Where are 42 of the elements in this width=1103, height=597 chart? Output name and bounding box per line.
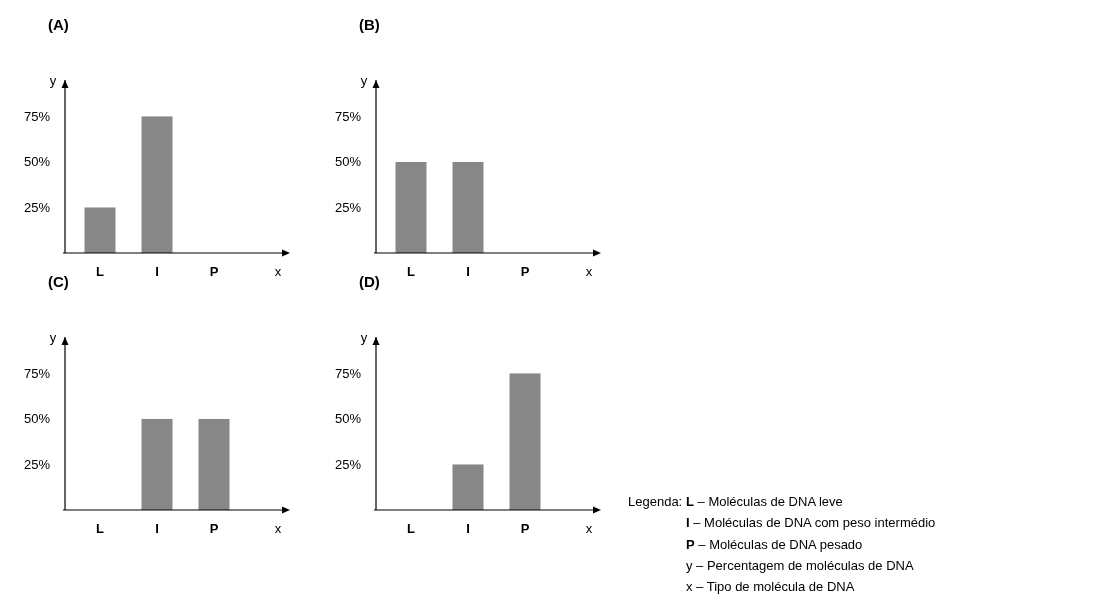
chart-title: (A) [48, 16, 69, 33]
y-tick-label: 50% [334, 411, 362, 427]
y-tick-label: 75% [23, 365, 51, 381]
y-axis-title: y [360, 330, 368, 345]
x-tick-label: L [96, 264, 105, 279]
y-axis-title: y [360, 73, 368, 88]
x-tick-label: I [155, 264, 159, 279]
y-tick-label: 75% [334, 365, 362, 381]
y-tick-label: 25% [23, 199, 51, 215]
x-axis-title: x [585, 264, 593, 279]
x-tick-label: I [466, 264, 470, 279]
y-tick-label: 50% [23, 154, 51, 170]
text: I – Moléculas de DNA com peso intermédio [686, 515, 936, 531]
y-tick-label: 50% [23, 411, 51, 427]
chart-title: (B) [359, 16, 380, 33]
chart-title: (C) [48, 273, 69, 290]
x-tick-label: P [520, 264, 530, 279]
y-axis-title: y [49, 73, 57, 88]
text: L – Moléculas de DNA leve [686, 494, 843, 509]
x-tick-label: L [407, 264, 416, 279]
text: P – Moléculas de DNA pesado [686, 536, 863, 552]
y-tick-label: 25% [334, 456, 362, 472]
y-tick-label: 25% [23, 456, 51, 472]
x-tick-label: P [209, 521, 219, 536]
x-tick-label: P [209, 264, 219, 279]
x-tick-label: L [407, 521, 416, 536]
chart-title: (D) [359, 273, 380, 290]
y-tick-label: 50% [334, 154, 362, 170]
text: x – Tipo de molécula de DNA [686, 579, 855, 595]
y-tick-label: 75% [334, 108, 362, 124]
y-tick-label: 75% [23, 108, 51, 124]
text: y – Percentagem de moléculas de DNA [686, 557, 914, 573]
y-tick-label: 25% [334, 199, 362, 215]
y-axis-title: y [49, 330, 57, 345]
x-axis-title: x [274, 521, 282, 536]
x-axis-title: x [585, 521, 593, 536]
text: Legenda: [628, 494, 683, 509]
x-tick-label: P [520, 521, 530, 536]
x-tick-label: I [155, 521, 159, 536]
x-tick-label: L [96, 521, 105, 536]
x-axis-title: x [274, 264, 282, 279]
x-tick-label: I [466, 521, 470, 536]
